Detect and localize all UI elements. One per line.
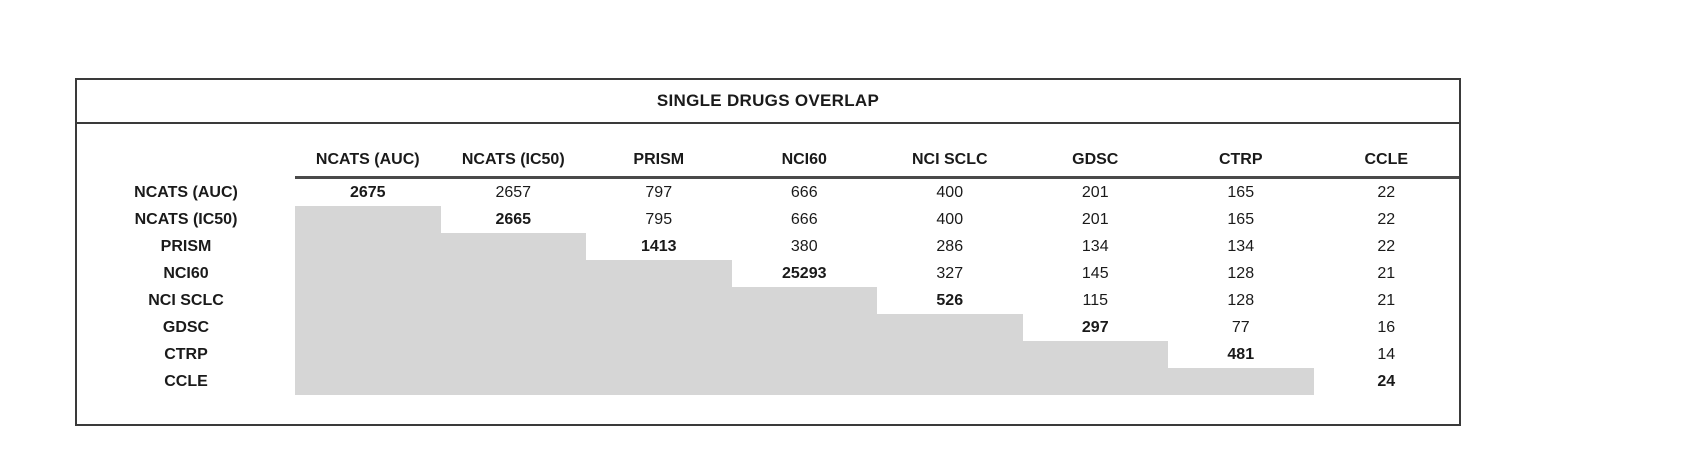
table-row: CTRP 481 14 [77,341,1459,368]
value-cell: 25293 [782,265,827,282]
value-cell: 24 [1377,373,1396,390]
column-header: NCI60 [731,140,877,179]
value-cell: 400 [936,211,964,228]
shaded-cell [440,233,586,260]
value-cell: 666 [790,211,818,228]
overlap-matrix: NCATS (AUC) NCATS (IC50) PRISM NCI60 NCI SCL… [77,140,1459,395]
value-cell: 481 [1227,346,1255,363]
row-header: CCLE [164,373,208,390]
row-header: NCI60 [163,265,209,282]
shaded-cell [586,314,732,341]
row-header: NCATS (IC50) [134,211,238,228]
row-header: CTRP [164,346,208,363]
table-row: NCI60 25293 327 145 128 21 [77,260,1459,287]
value-cell: 77 [1231,319,1250,336]
table-row: CCLE 24 [77,368,1459,395]
shaded-cell [440,260,586,287]
value-cell: 795 [645,211,673,228]
shaded-cell [295,260,441,287]
value-cell: 145 [1081,265,1109,282]
shaded-cell [731,368,877,395]
column-header: CTRP [1168,140,1314,179]
table-row: NCI SCLC 526 115 128 21 [77,287,1459,314]
column-header: PRISM [586,140,732,179]
value-cell: 286 [936,238,964,255]
shaded-cell [1022,341,1168,368]
shaded-cell [731,287,877,314]
overlap-table: SINGLE DRUGS OVERLAP NCATS (AUC) NCATS (I… [75,78,1461,426]
value-cell: 165 [1227,184,1255,201]
value-cell: 201 [1081,211,1109,228]
value-cell: 2675 [349,184,386,201]
value-cell: 128 [1227,265,1255,282]
column-header: NCATS (IC50) [440,140,586,179]
shaded-cell [877,368,1023,395]
shaded-cell [731,314,877,341]
column-header: NCI SCLC [877,140,1023,179]
value-cell: 14 [1377,346,1396,363]
shaded-cell [295,206,441,233]
shaded-cell [586,260,732,287]
value-cell: 380 [790,238,818,255]
shaded-cell [440,314,586,341]
value-cell: 165 [1227,211,1255,228]
column-header: NCATS (AUC) [295,140,441,179]
table-row: NCATS (IC50) 2665 795 666 400 201 165 22 [77,206,1459,233]
value-cell: 201 [1081,184,1109,201]
value-cell: 128 [1227,292,1255,309]
corner-cell [77,140,295,176]
value-cell: 327 [936,265,964,282]
value-cell: 21 [1377,265,1396,282]
row-header: PRISM [160,238,212,255]
table-row: GDSC 297 77 16 [77,314,1459,341]
shaded-cell [295,233,441,260]
shaded-cell [440,341,586,368]
value-cell: 2657 [495,184,532,201]
shaded-cell [586,368,732,395]
value-cell: 22 [1377,184,1396,201]
shaded-cell [295,341,441,368]
header-row: NCATS (AUC) NCATS (IC50) PRISM NCI60 NCI SCL… [77,140,1459,179]
column-header: GDSC [1022,140,1168,179]
shaded-cell [295,368,441,395]
value-cell: 400 [936,184,964,201]
shaded-cell [1022,368,1168,395]
table-title: SINGLE DRUGS OVERLAP [77,80,1459,124]
value-cell: 115 [1082,292,1108,309]
value-cell: 297 [1081,319,1109,336]
value-cell: 134 [1081,238,1109,255]
value-cell: 22 [1377,211,1396,228]
shaded-cell [440,287,586,314]
value-cell: 22 [1377,238,1396,255]
table-row: PRISM 1413 380 286 134 134 22 [77,233,1459,260]
shaded-cell [731,341,877,368]
shaded-cell [440,368,586,395]
value-cell: 666 [790,184,818,201]
value-cell: 2665 [495,211,532,228]
row-header: GDSC [162,319,210,336]
shaded-cell [877,341,1023,368]
shaded-cell [877,314,1023,341]
table-row: NCATS (AUC) 2675 2657 797 666 400 201 165 22 [77,179,1459,206]
shaded-cell [586,287,732,314]
value-cell: 21 [1377,292,1396,309]
value-cell: 1413 [640,238,677,255]
column-header: CCLE [1313,140,1459,179]
shaded-cell [295,287,441,314]
shaded-cell [586,341,732,368]
value-cell: 134 [1227,238,1255,255]
row-header: NCATS (AUC) [134,184,238,201]
shaded-cell [1168,368,1314,395]
value-cell: 797 [645,184,673,201]
row-header: NCI SCLC [148,292,224,309]
value-cell: 16 [1377,319,1396,336]
shaded-cell [295,314,441,341]
value-cell: 526 [936,292,964,309]
